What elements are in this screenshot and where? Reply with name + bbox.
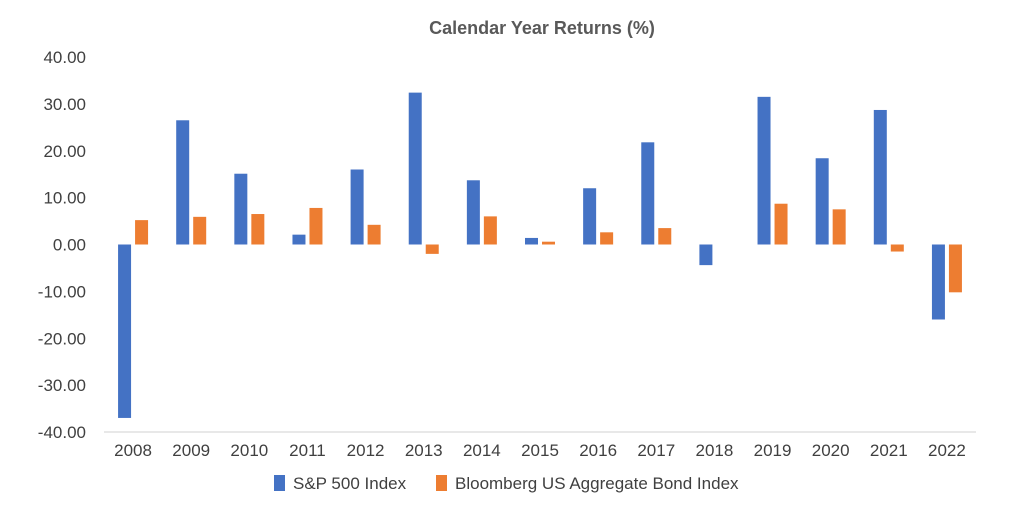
bond-bar-2019 bbox=[774, 203, 788, 245]
y-tick-label: 40.00 bbox=[43, 48, 86, 67]
legend-swatch-bond bbox=[436, 475, 447, 491]
y-tick-label: -10.00 bbox=[38, 282, 86, 301]
x-tick-label: 2022 bbox=[928, 441, 966, 460]
sp500-bar-2022 bbox=[931, 244, 945, 320]
x-tick-label: 2016 bbox=[579, 441, 617, 460]
legend-swatch-sp500 bbox=[274, 475, 285, 491]
bond-bar-2011 bbox=[309, 207, 323, 245]
y-tick-label: 30.00 bbox=[43, 95, 86, 114]
sp500-bar-2011 bbox=[292, 234, 306, 245]
sp500-bar-2008 bbox=[118, 244, 132, 418]
sp500-bar-2009 bbox=[176, 120, 190, 245]
y-tick-label: -40.00 bbox=[38, 423, 86, 442]
y-tick-label: 10.00 bbox=[43, 189, 86, 208]
x-tick-label: 2009 bbox=[172, 441, 210, 460]
x-tick-label: 2020 bbox=[812, 441, 850, 460]
bond-bar-2008 bbox=[135, 220, 149, 245]
x-axis: 2008 2009 2010 2011 2012 2013 2014 2015 2016 2017… bbox=[104, 431, 976, 460]
bond-bar-2016 bbox=[600, 232, 614, 245]
x-tick-label: 2015 bbox=[521, 441, 559, 460]
legend-label-sp500: S&P 500 Index bbox=[293, 474, 407, 493]
sp500-bar-2013 bbox=[408, 92, 422, 245]
sp500-bar-2016 bbox=[583, 188, 597, 245]
y-tick-label: -20.00 bbox=[38, 329, 86, 348]
y-tick-label: 20.00 bbox=[43, 142, 86, 161]
legend-label-bond: Bloomberg US Aggregate Bond Index bbox=[455, 474, 739, 493]
bond-bar-2021 bbox=[890, 244, 904, 252]
y-tick-label: -30.00 bbox=[38, 376, 86, 395]
x-tick-label: 2018 bbox=[695, 441, 733, 460]
bars-group bbox=[118, 92, 962, 418]
x-tick-label: 2010 bbox=[230, 441, 268, 460]
x-tick-label: 2019 bbox=[754, 441, 792, 460]
y-tick-label: 0.00 bbox=[53, 236, 86, 255]
sp500-bar-2012 bbox=[350, 169, 364, 245]
sp500-bar-2017 bbox=[641, 142, 655, 245]
x-tick-label: 2011 bbox=[289, 441, 326, 460]
y-axis: 40.00 30.00 20.00 10.00 0.00 -10.00 -20.00 -30.… bbox=[38, 48, 86, 442]
sp500-bar-2020 bbox=[815, 158, 829, 245]
sp500-bar-2018 bbox=[699, 244, 713, 266]
bond-bar-2012 bbox=[367, 224, 381, 245]
x-tick-label: 2017 bbox=[637, 441, 675, 460]
x-tick-label: 2013 bbox=[405, 441, 443, 460]
sp500-bar-2015 bbox=[525, 237, 538, 245]
x-tick-label: 2008 bbox=[114, 441, 152, 460]
sp500-bar-2019 bbox=[757, 96, 771, 245]
sp500-bar-2014 bbox=[466, 180, 480, 245]
x-tick-label: 2012 bbox=[347, 441, 385, 460]
bond-bar-2010 bbox=[251, 214, 265, 245]
bond-bar-2014 bbox=[483, 216, 497, 245]
bond-bar-2017 bbox=[658, 228, 672, 245]
x-tick-label: 2014 bbox=[463, 441, 501, 460]
chart-title: Calendar Year Returns (%) bbox=[429, 18, 655, 38]
legend: S&P 500 Index Bloomberg US Aggregate Bond… bbox=[274, 474, 739, 493]
sp500-bar-2021 bbox=[873, 109, 887, 245]
bond-bar-2020 bbox=[832, 209, 846, 245]
x-tick-label: 2021 bbox=[870, 441, 908, 460]
bond-bar-2015 bbox=[542, 241, 555, 245]
bond-bar-2009 bbox=[193, 216, 207, 245]
bond-bar-2022 bbox=[948, 244, 962, 293]
bond-bar-2013 bbox=[425, 244, 439, 254]
sp500-bar-2010 bbox=[234, 173, 248, 245]
